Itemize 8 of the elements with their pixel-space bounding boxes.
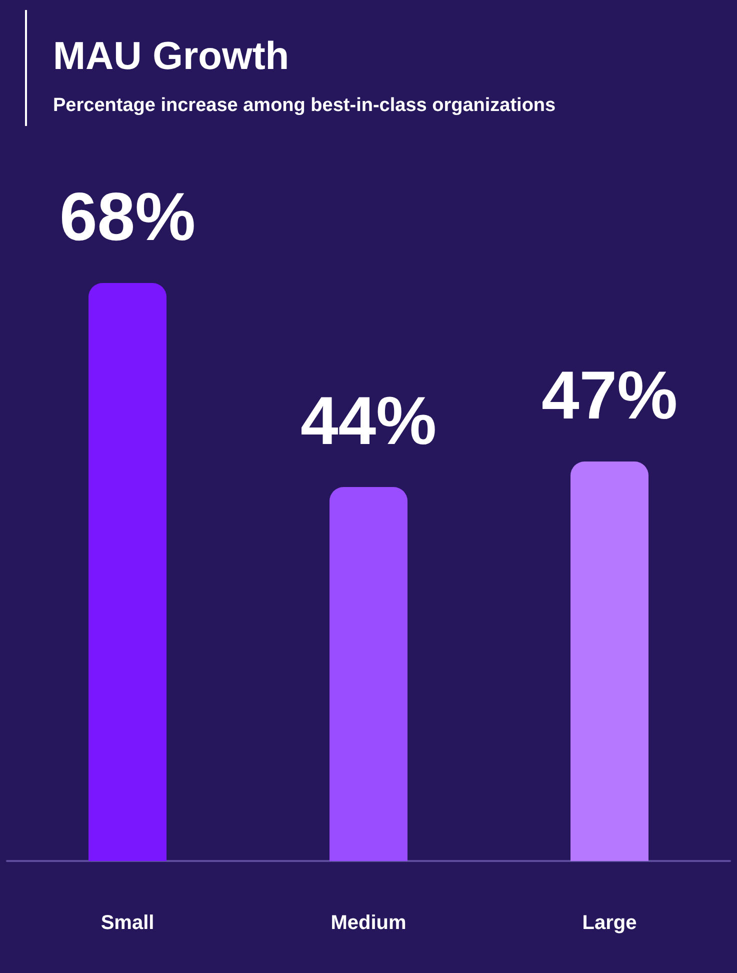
x-tick-label: Large xyxy=(582,912,637,934)
x-tick-label: Small xyxy=(100,912,154,934)
chart-title: MAU Growth xyxy=(53,35,290,78)
data-label: 44% xyxy=(300,383,437,459)
chart-subtitle: Percentage increase among best-in-class organizations xyxy=(53,95,556,116)
data-label: 47% xyxy=(541,358,678,434)
x-tick-label: Medium xyxy=(330,912,406,934)
data-label: 68% xyxy=(59,179,196,255)
